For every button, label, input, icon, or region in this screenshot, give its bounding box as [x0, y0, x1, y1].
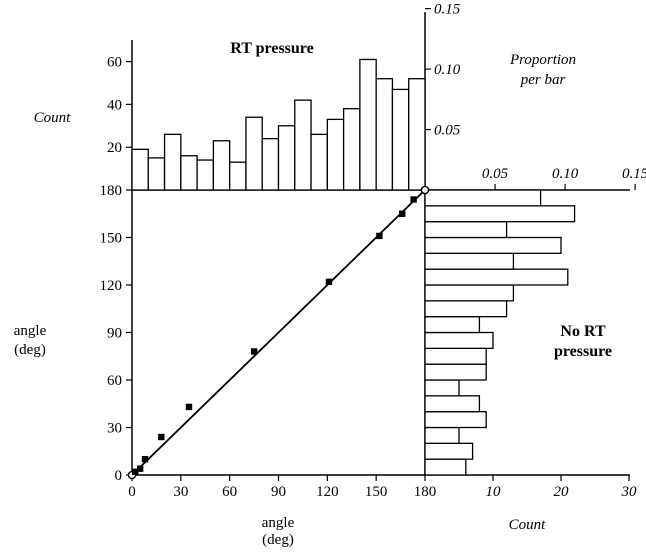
y-tick-label: 180 — [100, 183, 123, 199]
scatter-point — [399, 210, 406, 217]
top-histogram-bar — [261, 137, 280, 191]
right-histogram-bar — [424, 205, 576, 223]
top-proportion-tick-label: 0.05 — [434, 123, 461, 139]
top-histogram-bar — [163, 133, 182, 191]
top-histogram-bars — [131, 58, 426, 191]
top-count-tick-label: 60 — [107, 55, 122, 71]
top-histogram-bar — [310, 133, 328, 191]
right-histogram-bar — [424, 426, 460, 444]
top-histogram-bar — [277, 125, 296, 191]
x-axis-title: angle (deg) — [262, 515, 295, 548]
right-histogram-bar — [424, 284, 515, 302]
y-tick-label: 150 — [100, 231, 123, 247]
y-tick-label: 60 — [107, 373, 122, 389]
scatter-point — [158, 433, 165, 441]
scatter-point — [410, 196, 417, 203]
top-proportion-tick-label: 0.15 — [434, 2, 461, 18]
top-count-axis-title: Count — [34, 110, 72, 126]
x-tick-label: 90 — [271, 484, 286, 500]
scatter-point — [250, 348, 258, 355]
right-proportion-tick-label: 0.10 — [552, 166, 579, 182]
right-histogram-bars — [424, 189, 576, 476]
right-histogram-bar — [424, 331, 494, 349]
top-histogram-bar — [375, 78, 394, 191]
y-tick-label: 0 — [115, 468, 123, 484]
top-histogram-bar — [229, 161, 247, 191]
top-histogram-bar — [131, 148, 149, 191]
scatter-point — [325, 278, 333, 286]
x-tick-label: 60 — [222, 484, 237, 500]
axis-ticks — [126, 8, 636, 481]
right-count-tick-label: 10 — [486, 484, 502, 500]
right-histogram-bar — [424, 300, 508, 318]
right-proportion-tick-label: 0.15 — [622, 166, 646, 182]
right-histogram-bar — [424, 252, 515, 270]
y-tick-label: 90 — [107, 326, 122, 342]
right-histogram-bar — [424, 442, 474, 460]
scatter-point — [185, 403, 193, 411]
right-histogram-bar — [424, 189, 542, 207]
top-histogram-bar — [408, 78, 426, 191]
right-count-tick-label: 30 — [621, 484, 638, 500]
right-histogram-bar — [424, 347, 487, 365]
right-histogram-bar — [424, 458, 467, 476]
scatter-points — [127, 185, 430, 480]
y-tick-label: 120 — [100, 278, 123, 294]
top-histogram-title: RT pressure — [230, 40, 313, 57]
x-tick-label: 150 — [365, 484, 388, 500]
top-histogram-bar — [196, 159, 215, 191]
right-count-tick-label: 20 — [554, 484, 570, 500]
top-histogram-bar — [147, 157, 166, 191]
top-histogram-bar — [294, 99, 312, 191]
right-histogram-bar — [424, 411, 487, 429]
top-histogram-bar — [245, 116, 263, 191]
scatter-point — [420, 185, 430, 195]
scatter-point — [136, 465, 144, 472]
top-histogram-bar — [391, 88, 410, 191]
x-tick-label: 30 — [173, 484, 188, 500]
top-histogram-bar — [326, 118, 345, 191]
top-count-tick-label: 40 — [107, 97, 122, 113]
x-tick-label: 120 — [316, 484, 339, 500]
top-histogram-bar — [342, 108, 361, 191]
scatter-point — [132, 468, 139, 476]
x-tick-label: 180 — [414, 484, 437, 500]
right-count-axis-title: Count — [509, 517, 547, 533]
proportion-axis-title: Proportion per bar — [509, 52, 576, 88]
right-histogram-bar — [424, 363, 487, 381]
fit-line — [131, 189, 426, 476]
right-histogram-bar — [424, 236, 562, 254]
right-histogram-bar — [424, 316, 481, 334]
right-histogram-bar — [424, 379, 460, 397]
scatter-point — [141, 455, 149, 463]
right-histogram-bar — [424, 221, 508, 239]
top-count-tick-label: 20 — [107, 140, 122, 156]
x-tick-label: 0 — [128, 484, 136, 500]
scatter-point — [376, 232, 383, 240]
y-tick-label: 30 — [107, 421, 122, 437]
top-histogram-bar — [212, 140, 231, 191]
right-histogram-bar — [424, 268, 569, 286]
top-proportion-tick-label: 0.10 — [434, 62, 461, 78]
right-histogram-title: No RT pressure — [554, 323, 612, 360]
top-histogram-bar — [180, 155, 198, 191]
axis-labels: 0 30 60 90 120 150 180 0 30 60 90 120 150 180 angle (de… — [14, 2, 646, 548]
right-proportion-tick-label: 0.05 — [482, 166, 509, 182]
top-histogram-bar — [359, 58, 377, 191]
right-histogram-bar — [424, 395, 481, 413]
y-axis-title: angle (deg) — [14, 323, 47, 358]
